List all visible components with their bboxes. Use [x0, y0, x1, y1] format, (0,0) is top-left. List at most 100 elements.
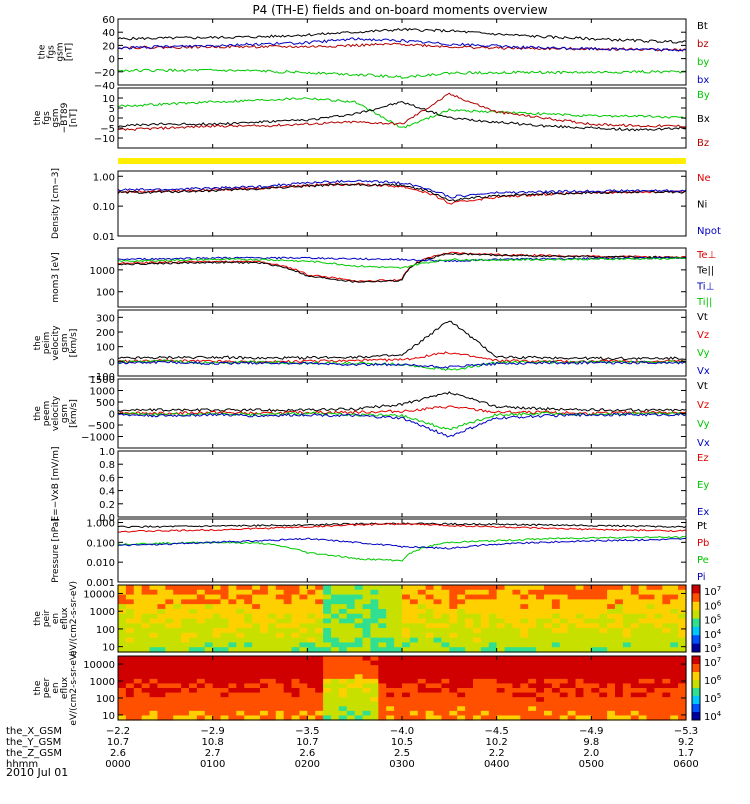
heatmap-cell: [591, 692, 600, 698]
heatmap-cell: [315, 647, 324, 653]
heatmap-cell: [551, 692, 561, 698]
heatmap-cell: [331, 594, 340, 600]
heatmap-cell: [599, 678, 608, 685]
heatmap-cell: [480, 585, 490, 591]
heatmap-cell: [662, 665, 671, 671]
heatmap-cell: [181, 642, 190, 648]
heatmap-cell: [331, 674, 340, 680]
heatmap-cell: [307, 613, 316, 620]
heatmap-cell: [615, 665, 624, 671]
heatmap-cell: [283, 692, 293, 698]
heatmap-cell: [331, 697, 340, 703]
heatmap-cell: [409, 637, 419, 644]
heatmap-cell: [370, 665, 379, 671]
heatmap-cell: [212, 683, 222, 689]
heatmap-cell: [449, 594, 458, 600]
heatmap-cell: [591, 674, 600, 680]
heatmap-cell: [433, 715, 443, 721]
heatmap-cell: [299, 665, 308, 671]
heatmap-cell: [473, 665, 482, 671]
heatmap-cell: [133, 647, 143, 653]
heatmap-cell: [173, 697, 182, 703]
heatmap-cell: [165, 623, 174, 629]
heatmap-cell: [149, 623, 159, 629]
heatmap-cell: [212, 715, 222, 721]
heatmap-cell: [260, 706, 269, 712]
heatmap-cell: [220, 589, 230, 596]
heatmap-cell: [480, 688, 490, 694]
x-tick-value: −2.9: [201, 726, 225, 737]
legend-label: Pb: [697, 538, 709, 549]
heatmap-cell: [670, 669, 679, 675]
heatmap-cell: [449, 628, 458, 634]
heatmap-cell: [260, 701, 269, 707]
heatmap-cell: [559, 683, 569, 689]
heatmap-cell: [528, 637, 537, 644]
heatmap-cell: [473, 632, 482, 639]
heatmap-cell: [331, 710, 340, 717]
heatmap-cell: [402, 599, 411, 605]
heatmap-cell: [283, 660, 293, 666]
heatmap-cell: [173, 608, 182, 615]
heatmap-cell: [323, 618, 332, 624]
heatmap-cell: [433, 683, 443, 689]
heatmap-cell: [520, 613, 529, 620]
heatmap-cell: [607, 660, 616, 666]
heatmap-cell: [196, 697, 206, 703]
heatmap-cell: [417, 710, 427, 717]
heatmap-cell: [157, 665, 166, 671]
heatmap-cell: [575, 683, 585, 689]
heatmap-cell: [141, 683, 151, 689]
heatmap-cell: [244, 589, 253, 596]
heatmap-cell: [417, 656, 427, 662]
heatmap-cell: [646, 642, 656, 648]
heatmap-cell: [512, 688, 521, 694]
heatmap-cell: [354, 706, 364, 712]
heatmap-cell: [315, 632, 324, 639]
heatmap-cell: [394, 642, 403, 648]
heatmap-cell: [173, 674, 182, 680]
y-tick-label: −40: [94, 81, 115, 92]
heatmap-cell: [504, 647, 514, 653]
heatmap-cell: [670, 628, 679, 634]
heatmap-cell: [354, 688, 364, 694]
heatmap-cell: [370, 647, 379, 653]
heatmap-cell: [551, 613, 561, 620]
heatmap-cell: [480, 589, 490, 596]
heatmap-cell: [252, 623, 261, 629]
heatmap-cell: [559, 585, 569, 591]
heatmap-cell: [615, 660, 624, 666]
heatmap-cell: [252, 701, 261, 707]
series-line-2: [118, 405, 687, 416]
heatmap-cell: [646, 594, 656, 600]
heatmap-cell: [528, 710, 537, 717]
heatmap-cell: [615, 715, 624, 721]
heatmap-cell: [678, 642, 687, 648]
heatmap-cell: [173, 623, 182, 629]
y-tick-label: 20: [102, 41, 115, 52]
heatmap-cell: [149, 642, 159, 648]
heatmap-cell: [457, 618, 466, 624]
heatmap-cell: [662, 678, 671, 685]
heatmap-cell: [331, 613, 340, 620]
heatmap-cell: [331, 656, 340, 662]
heatmap-cell: [378, 589, 387, 596]
heatmap-cell: [409, 618, 419, 624]
heatmap-cell: [394, 697, 403, 703]
heatmap-cell: [118, 623, 127, 629]
heatmap-cell: [512, 647, 521, 653]
heatmap-cell: [291, 669, 301, 675]
heatmap-cell: [275, 608, 285, 615]
heatmap-cell: [204, 683, 214, 689]
heatmap-cell: [575, 618, 585, 624]
heatmap-cell: [323, 674, 332, 680]
heatmap-cell: [615, 599, 624, 605]
heatmap-cell: [165, 618, 174, 624]
heatmap-cell: [362, 697, 372, 703]
heatmap-cell: [267, 623, 277, 629]
heatmap-cell: [212, 688, 222, 694]
heatmap-cell: [449, 642, 458, 648]
heatmap-cell: [323, 710, 332, 717]
heatmap-cell: [496, 669, 506, 675]
heatmap-cell: [520, 608, 529, 615]
